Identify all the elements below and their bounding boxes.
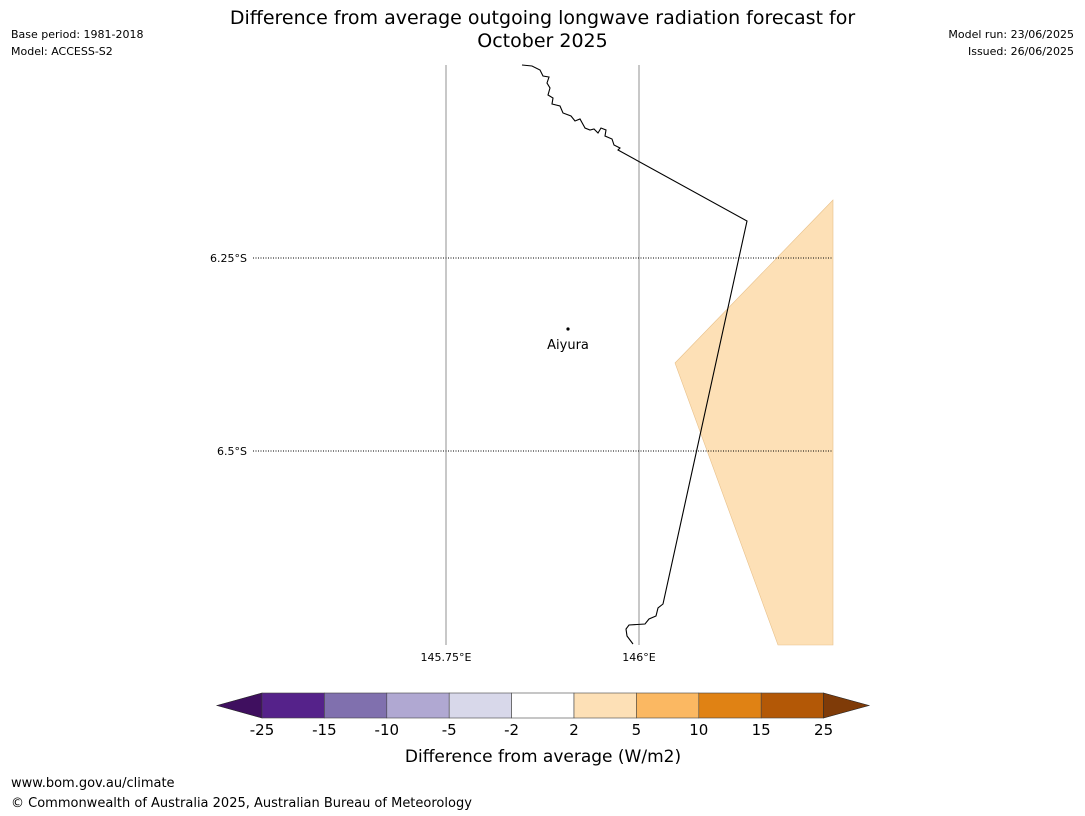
colorbar-label: Difference from average (W/m2) <box>405 747 681 767</box>
colorbar-box <box>760 692 824 719</box>
colorbar-ticks: -25 -15 -10 -5 -2 2 5 10 15 25 <box>250 721 833 739</box>
title-line-2: October 2025 <box>477 30 608 52</box>
base-period: Base period: 1981-2018 <box>11 28 144 41</box>
footer-copyright: © Commonwealth of Australia 2025, Austra… <box>11 796 472 811</box>
colorbar-tick-label: 10 <box>689 721 708 739</box>
border-line <box>521 64 748 645</box>
map-title: Difference from average outgoing longwav… <box>0 7 1085 53</box>
colorbar-box <box>573 692 637 719</box>
lat-label-6-5: 6.5°S <box>217 445 247 458</box>
colorbar-tick-label: -25 <box>250 721 275 739</box>
place-marker <box>566 327 570 331</box>
colorbar-tick-label: -5 <box>442 721 457 739</box>
colorbar-box <box>511 692 575 719</box>
colorbar-tick-label: 5 <box>632 721 642 739</box>
colorbar-box <box>448 692 512 719</box>
colorbar-box <box>261 692 325 719</box>
colorbar-extend-high <box>823 692 871 719</box>
colorbar-box <box>386 692 450 719</box>
lon-label-145-75: 145.75°E <box>421 651 472 664</box>
title-line-1: Difference from average outgoing longwav… <box>229 7 856 29</box>
lon-label-146: 146°E <box>622 651 655 664</box>
colorbar-extend-low <box>215 692 263 719</box>
colorbar-box <box>324 692 388 719</box>
colorbar <box>215 692 871 719</box>
colorbar-box <box>698 692 762 719</box>
model-name: Model: ACCESS-S2 <box>11 45 113 58</box>
colorbar-tick-label: 15 <box>752 721 771 739</box>
place-label: Aiyura <box>547 338 589 353</box>
footer: www.bom.gov.au/climate © Commonwealth of… <box>11 774 472 814</box>
colorbar-tick-label: -15 <box>312 721 337 739</box>
issued-date: Issued: 26/06/2025 <box>967 45 1074 58</box>
footer-url: www.bom.gov.au/climate <box>11 776 175 791</box>
meta-right: Model run: 23/06/2025 Issued: 26/06/2025 <box>948 26 1074 60</box>
meta-left: Base period: 1981-2018 Model: ACCESS-S2 <box>11 26 143 60</box>
colorbar-box <box>636 692 700 719</box>
colorbar-tick-label: 2 <box>569 721 579 739</box>
model-run: Model run: 23/06/2025 <box>948 28 1074 41</box>
lat-label-6-25: 6.25°S <box>210 252 247 265</box>
colorbar-tick-label: 25 <box>814 721 833 739</box>
colorbar-tick-label: -10 <box>375 721 400 739</box>
colorbar-tick-label: -2 <box>504 721 519 739</box>
anomaly-region <box>674 199 834 646</box>
